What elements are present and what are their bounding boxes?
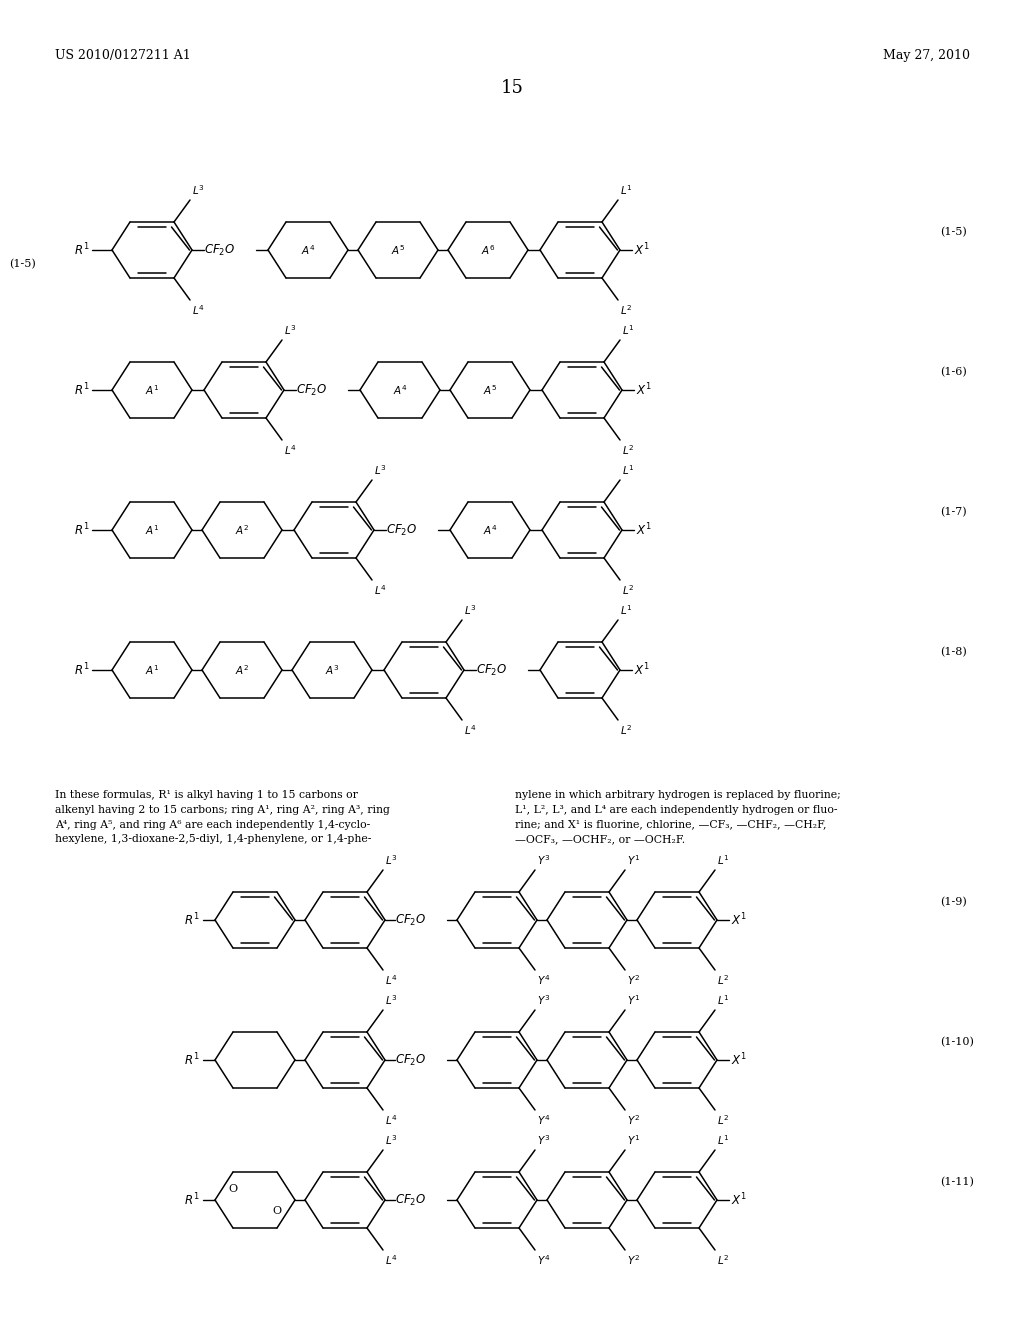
Text: $CF_2O$: $CF_2O$ (296, 383, 328, 397)
Text: $X^1$: $X^1$ (731, 912, 746, 928)
Text: $A^1$: $A^1$ (144, 663, 159, 677)
Text: $Y^3$: $Y^3$ (537, 853, 550, 867)
Text: (1-5): (1-5) (940, 227, 967, 238)
Text: $A^3$: $A^3$ (325, 663, 339, 677)
Text: $L^1$: $L^1$ (717, 853, 729, 867)
Text: $CF_2O$: $CF_2O$ (476, 663, 507, 677)
Text: $L^4$: $L^4$ (385, 1113, 397, 1127)
Text: $R^1$: $R^1$ (184, 1052, 200, 1068)
Text: $CF_2O$: $CF_2O$ (395, 1052, 426, 1068)
Text: (1-6): (1-6) (940, 367, 967, 378)
Text: $X^1$: $X^1$ (731, 1192, 746, 1208)
Text: $A^4$: $A^4$ (301, 243, 315, 257)
Text: $A^1$: $A^1$ (144, 523, 159, 537)
Text: (1-9): (1-9) (940, 896, 967, 907)
Text: $L^3$: $L^3$ (385, 853, 397, 867)
Text: $L^3$: $L^3$ (193, 183, 205, 197)
Text: $R^1$: $R^1$ (75, 242, 90, 259)
Text: $X^1$: $X^1$ (636, 381, 652, 399)
Text: $A^5$: $A^5$ (483, 383, 498, 397)
Text: $Y^1$: $Y^1$ (627, 853, 640, 867)
Text: $R^1$: $R^1$ (75, 661, 90, 678)
Text: $L^4$: $L^4$ (284, 444, 297, 457)
Text: $L^4$: $L^4$ (193, 304, 205, 317)
Text: (1-7): (1-7) (940, 507, 967, 517)
Text: $L^4$: $L^4$ (464, 723, 477, 737)
Text: $L^3$: $L^3$ (464, 603, 476, 616)
Text: $L^2$: $L^2$ (717, 1113, 729, 1127)
Text: $L^2$: $L^2$ (622, 583, 635, 597)
Text: $L^1$: $L^1$ (620, 183, 633, 197)
Text: $L^2$: $L^2$ (717, 973, 729, 987)
Text: $L^2$: $L^2$ (622, 444, 635, 457)
Text: $L^4$: $L^4$ (385, 973, 397, 987)
Text: $Y^2$: $Y^2$ (627, 1253, 640, 1267)
Text: $A^1$: $A^1$ (144, 383, 159, 397)
Text: $CF_2O$: $CF_2O$ (386, 523, 418, 537)
Text: $R^1$: $R^1$ (184, 1192, 200, 1208)
Text: $CF_2O$: $CF_2O$ (395, 912, 426, 928)
Text: $A^4$: $A^4$ (392, 383, 408, 397)
Text: $A^4$: $A^4$ (482, 523, 498, 537)
Text: $Y^4$: $Y^4$ (537, 1253, 550, 1267)
Text: In these formulas, R¹ is alkyl having 1 to 15 carbons or
alkenyl having 2 to 15 : In these formulas, R¹ is alkyl having 1 … (55, 789, 390, 845)
Text: $Y^1$: $Y^1$ (627, 993, 640, 1007)
Text: $Y^4$: $Y^4$ (537, 973, 550, 987)
Text: $Y^3$: $Y^3$ (537, 993, 550, 1007)
Text: $X^1$: $X^1$ (634, 242, 650, 259)
Text: $Y^2$: $Y^2$ (627, 973, 640, 987)
Text: $A^5$: $A^5$ (391, 243, 406, 257)
Text: US 2010/0127211 A1: US 2010/0127211 A1 (55, 49, 190, 62)
Text: (1-10): (1-10) (940, 1036, 974, 1047)
Text: $L^1$: $L^1$ (622, 463, 635, 477)
Text: $L^4$: $L^4$ (374, 583, 387, 597)
Text: $X^1$: $X^1$ (634, 661, 650, 678)
Text: (1-11): (1-11) (940, 1177, 974, 1187)
Text: $Y^1$: $Y^1$ (627, 1133, 640, 1147)
Text: $CF_2O$: $CF_2O$ (204, 243, 236, 257)
Text: $R^1$: $R^1$ (75, 521, 90, 539)
Text: $Y^3$: $Y^3$ (537, 1133, 550, 1147)
Text: $A^6$: $A^6$ (480, 243, 496, 257)
Text: $R^1$: $R^1$ (184, 912, 200, 928)
Text: $L^3$: $L^3$ (385, 1133, 397, 1147)
Text: $R^1$: $R^1$ (75, 381, 90, 399)
Text: $CF_2O$: $CF_2O$ (395, 1192, 426, 1208)
Text: (1-8): (1-8) (940, 647, 967, 657)
Text: $A^2$: $A^2$ (234, 523, 249, 537)
Text: $L^4$: $L^4$ (385, 1253, 397, 1267)
Text: (1-5): (1-5) (9, 259, 36, 269)
Text: $L^1$: $L^1$ (717, 1133, 729, 1147)
Text: $L^2$: $L^2$ (620, 304, 633, 317)
Text: $A^2$: $A^2$ (234, 663, 249, 677)
Text: $L^1$: $L^1$ (717, 993, 729, 1007)
Text: $Y^4$: $Y^4$ (537, 1113, 550, 1127)
Text: $L^1$: $L^1$ (620, 603, 633, 616)
Text: $X^1$: $X^1$ (731, 1052, 746, 1068)
Text: 15: 15 (501, 79, 523, 96)
Text: $X^1$: $X^1$ (636, 521, 652, 539)
Text: $L^3$: $L^3$ (385, 993, 397, 1007)
Text: nylene in which arbitrary hydrogen is replaced by fluorine;
L¹, L², L³, and L⁴ a: nylene in which arbitrary hydrogen is re… (515, 789, 841, 845)
Text: O: O (228, 1184, 238, 1193)
Text: $L^2$: $L^2$ (620, 723, 633, 737)
Text: $L^1$: $L^1$ (622, 323, 635, 337)
Text: $Y^2$: $Y^2$ (627, 1113, 640, 1127)
Text: $L^2$: $L^2$ (717, 1253, 729, 1267)
Text: O: O (272, 1206, 282, 1216)
Text: May 27, 2010: May 27, 2010 (883, 49, 970, 62)
Text: $L^3$: $L^3$ (284, 323, 297, 337)
Text: $L^3$: $L^3$ (374, 463, 387, 477)
